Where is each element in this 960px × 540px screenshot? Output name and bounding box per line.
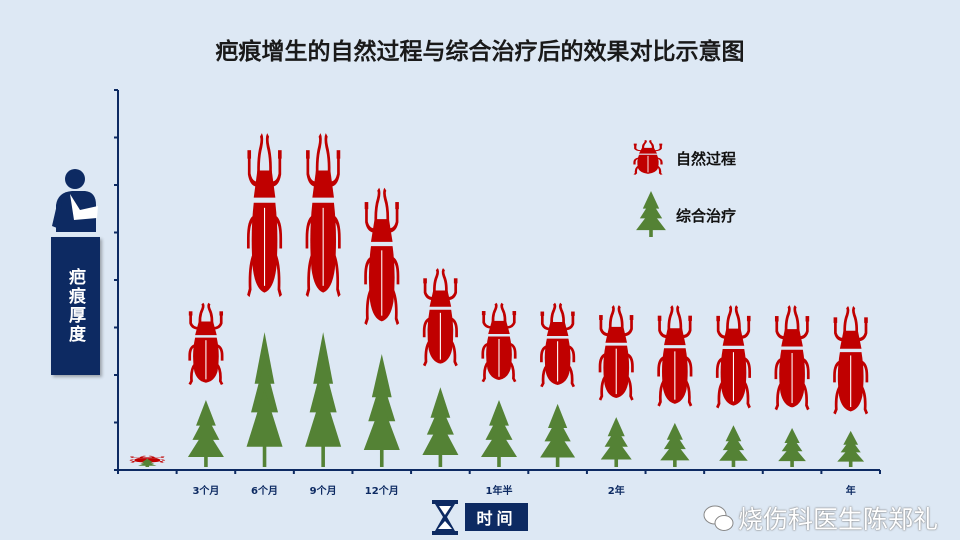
x-tick-label: 9个月 — [310, 484, 337, 497]
x-tick-label: 年 — [846, 484, 856, 497]
legend-label-treatment: 综合治疗 — [676, 207, 737, 225]
treatment-tree-mark — [600, 417, 632, 467]
chart-title: 疤痕增生的自然过程与综合治疗后的效果对比示意图 — [215, 39, 745, 65]
natural-beetle-mark — [481, 302, 517, 383]
natural-beetle-mark — [833, 306, 869, 415]
x-tick-label: 1年半 — [486, 484, 513, 497]
treatment-tree-mark — [422, 387, 459, 467]
natural-beetle-mark — [715, 305, 752, 409]
natural-beetle-mark — [540, 302, 576, 388]
natural-beetle-mark — [657, 305, 693, 407]
treatment-tree-mark — [660, 422, 690, 467]
x-tick-label: 2年 — [608, 484, 625, 497]
y-axis-label: 疤痕厚度 — [51, 237, 100, 375]
treatment-tree-mark — [778, 428, 806, 467]
treatment-tree-mark — [305, 332, 342, 467]
natural-beetle-mark — [305, 133, 341, 298]
natural-beetle-mark — [188, 302, 224, 385]
x-axis-label: 时间 — [465, 503, 528, 531]
treatment-tree-mark — [187, 400, 224, 467]
natural-beetle-mark — [774, 305, 810, 411]
wechat-icon — [703, 505, 734, 531]
x-tick-label: 3个月 — [192, 484, 219, 497]
legend-tree-icon — [636, 191, 666, 237]
natural-beetle-mark — [422, 268, 458, 367]
natural-beetle-mark — [364, 187, 400, 326]
treatment-tree-mark — [540, 403, 576, 467]
treatment-tree-mark — [246, 332, 283, 467]
treatment-tree-mark — [719, 425, 748, 467]
treatment-tree-mark — [481, 400, 517, 467]
legend-beetle-icon — [633, 139, 663, 175]
patient-icon — [52, 169, 98, 232]
treatment-tree-mark — [138, 458, 157, 467]
natural-beetle-mark — [598, 305, 634, 401]
treatment-tree-mark — [837, 430, 865, 467]
treatment-tree-mark — [363, 353, 400, 467]
natural-beetle-mark — [246, 133, 283, 298]
watermark: 烧伤科医生陈郑礼 — [738, 505, 939, 534]
hourglass-icon — [432, 500, 458, 535]
x-tick-label: 6个月 — [251, 484, 278, 497]
x-tick-label: 12个月 — [365, 484, 399, 497]
legend-label-natural: 自然过程 — [676, 150, 737, 168]
